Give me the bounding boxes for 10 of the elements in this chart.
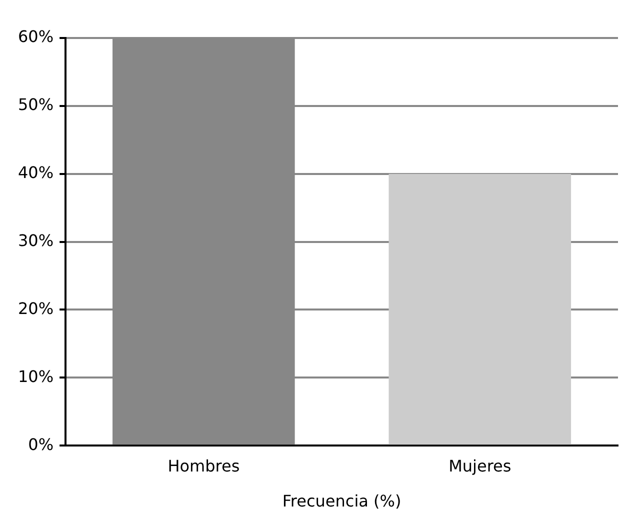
y-tick-label: 60% bbox=[18, 27, 54, 46]
x-axis-title: Frecuencia (%) bbox=[282, 492, 402, 511]
y-tick-label: 30% bbox=[18, 230, 54, 250]
y-tick-label: 0% bbox=[28, 434, 54, 454]
y-tick-label: 50% bbox=[18, 95, 54, 114]
x-tick-label: Mujeres bbox=[448, 456, 512, 476]
y-tick-label: 10% bbox=[18, 366, 54, 386]
y-tick-label: 20% bbox=[18, 298, 54, 318]
y-tick-label: 40% bbox=[18, 163, 54, 182]
x-tick-label: Hombres bbox=[168, 456, 240, 476]
